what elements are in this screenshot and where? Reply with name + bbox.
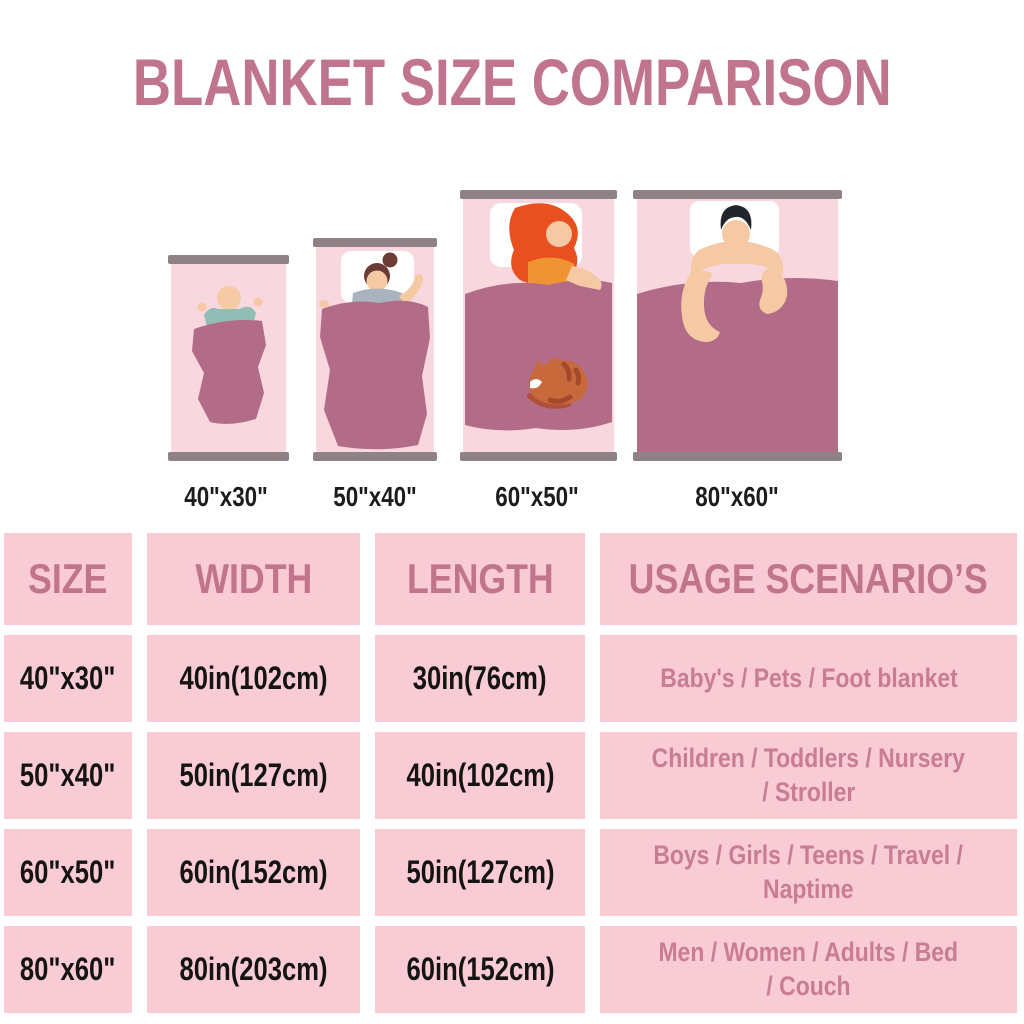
cell-row2-length: 40in(102cm) [375, 732, 585, 819]
bed-size-label-80x60: 80"x60" [695, 481, 779, 512]
page-title: BLANKET SIZE COMPARISON [0, 44, 1024, 120]
bed-size-label-50x40: 50"x40" [333, 481, 417, 512]
cell-row3-length: 50in(127cm) [375, 829, 585, 916]
woman-sleeping-icon [313, 238, 437, 461]
page-title-text: BLANKET SIZE COMPARISON [132, 45, 892, 119]
size-comparison-table: SIZE WIDTH LENGTH USAGE SCENARIO’S 40"x3… [4, 533, 1017, 1013]
header-usage-scenarios: USAGE SCENARIO’S [600, 533, 1017, 625]
cat-icon [527, 358, 588, 409]
man-sleeping-icon [633, 190, 842, 461]
woman-with-cat-sleeping-icon [460, 190, 617, 461]
cell-row4-size: 80"x60" [4, 926, 132, 1013]
bed-figure-80x60 [633, 190, 842, 461]
cell-row1-size: 40"x30" [4, 635, 132, 722]
cell-row1-width: 40in(102cm) [147, 635, 360, 722]
cell-row4-width: 80in(203cm) [147, 926, 360, 1013]
cell-row1-length: 30in(76cm) [375, 635, 585, 722]
baby-sleeping-icon [168, 255, 289, 461]
cell-row3-usage: Boys / Girls / Teens / Travel / Naptime [600, 829, 1017, 916]
bed-figure-50x40 [313, 238, 437, 461]
bed-figure-60x50 [460, 190, 617, 461]
bed-size-label-60x50: 60"x50" [495, 481, 579, 512]
cell-row2-size: 50"x40" [4, 732, 132, 819]
cell-row2-width: 50in(127cm) [147, 732, 360, 819]
cell-row1-usage: Baby's / Pets / Foot blanket [600, 635, 1017, 722]
cell-row3-width: 60in(152cm) [147, 829, 360, 916]
header-size: SIZE [4, 533, 132, 625]
cell-row4-usage: Men / Women / Adults / Bed / Couch [600, 926, 1017, 1013]
cell-row2-usage: Children / Toddlers / Nursery / Stroller [600, 732, 1017, 819]
bed-figure-40x30 [168, 255, 289, 461]
header-width: WIDTH [147, 533, 360, 625]
header-length: LENGTH [375, 533, 585, 625]
bed-size-label-40x30: 40"x30" [184, 481, 268, 512]
cell-row3-size: 60"x50" [4, 829, 132, 916]
cell-row4-length: 60in(152cm) [375, 926, 585, 1013]
